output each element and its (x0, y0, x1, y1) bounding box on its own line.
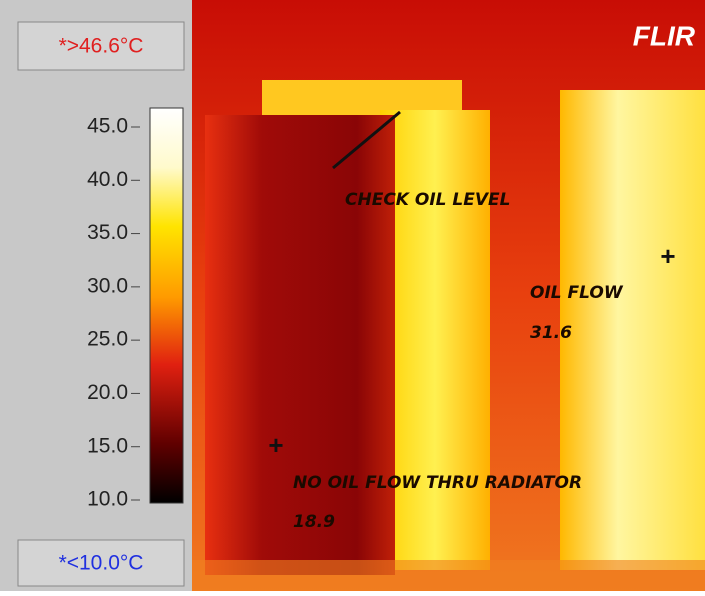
annotation: CHECK OIL LEVEL (345, 190, 510, 210)
annotation: OIL FLOW (530, 283, 624, 303)
annotation: 31.6 (530, 323, 572, 343)
tank-mid (380, 110, 490, 570)
tank-right (560, 90, 705, 570)
logo: FLIR (633, 20, 696, 51)
min-label: *<10.0°C (59, 552, 144, 575)
annotation: NO OIL FLOW THRU RADIATOR (293, 473, 582, 493)
screen: *>46.6°C *<10.0°C 45.0 40.0 35.0 30.0 25.0 20… (0, 0, 705, 591)
tick-label: 25.0 (87, 328, 128, 351)
tick-label: 30.0 (87, 274, 128, 297)
annotation: 18.9 (293, 512, 335, 532)
tick-label: 10.0 (87, 488, 128, 511)
tick-label: 45.0 (87, 115, 128, 138)
tick-label: 40.0 (87, 168, 128, 191)
crosshair: + (268, 430, 283, 460)
crosshair: + (660, 241, 675, 271)
max-label: *>46.6°C (59, 35, 144, 58)
radiator (205, 115, 395, 575)
color-bar (150, 108, 183, 503)
tick-label: 15.0 (87, 434, 128, 457)
ground (192, 560, 705, 591)
tick-label: 35.0 (87, 221, 128, 244)
tick-label: 20.0 (87, 381, 128, 404)
